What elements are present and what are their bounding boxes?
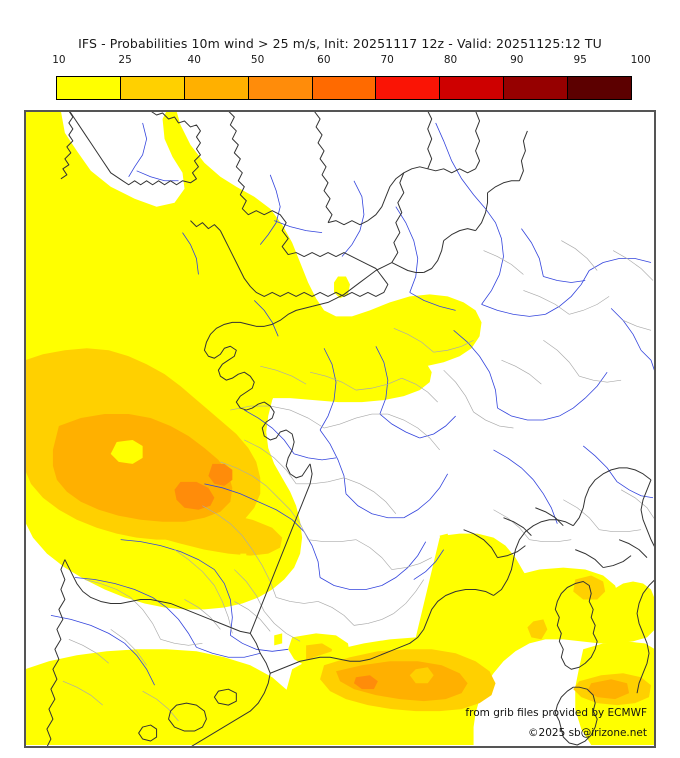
coastline-portugal <box>46 559 66 747</box>
rivers-layer <box>50 122 655 686</box>
coastline-france-channel <box>311 262 393 307</box>
coastline-ibiza <box>138 724 158 742</box>
colorbar-band-10-25 <box>57 77 121 99</box>
prob-band-orange-biscay-max <box>174 481 215 510</box>
coastline-gulf-lion <box>270 588 494 674</box>
prob-band-yellow-balearic <box>25 649 299 746</box>
map-border <box>25 111 655 747</box>
colorbar-tick-25: 25 <box>118 54 132 66</box>
prob-dot-yellow-b <box>274 633 283 646</box>
colorbar-band-25-40 <box>120 77 185 99</box>
colorbar-tick-40: 40 <box>187 54 201 66</box>
coastline-netherlands <box>427 168 476 174</box>
coastline-ireland <box>68 111 201 186</box>
coastline-corsica <box>554 581 598 670</box>
prob-dot-yellow-a <box>240 553 247 568</box>
attribution-copyright: ©2025 sb@irizone.net <box>528 727 647 739</box>
prob-band-orange-gulf-lion-max <box>353 675 378 690</box>
colorbar-swatches <box>56 76 632 100</box>
coastline-menorca <box>213 688 237 706</box>
prob-band-yellow-channel <box>200 342 432 423</box>
coastline-sardinia <box>554 686 598 746</box>
coastline-biscay-france <box>249 463 313 634</box>
colorbar-tick-90: 90 <box>510 54 524 66</box>
colorbar-band-90-95 <box>504 77 569 99</box>
coastline-great-britain <box>219 111 389 297</box>
colorbar-band-60-70 <box>312 77 377 99</box>
colorbar-band-95-100 <box>568 77 632 99</box>
colorbar-tick-labels: 10 25 40 50 60 70 80 90 95 100 <box>52 54 650 70</box>
prob-band-orange-biscay-max2 <box>208 463 233 486</box>
page-title: IFS - Probabilities 10m wind > 25 m/s, I… <box>78 36 602 51</box>
colorbar-band-50-60 <box>248 77 313 99</box>
map-canvas <box>25 111 655 747</box>
coastline-brittany <box>203 305 313 479</box>
colorbar-band-80-90 <box>440 77 505 99</box>
prob-pocket-yellow-biscay <box>110 439 143 464</box>
colorbar-tick-10: 10 <box>52 54 66 66</box>
colorbar-tick-100: 100 <box>630 54 651 66</box>
admin-borders-layer <box>62 240 655 722</box>
colorbar-band-70-80 <box>376 77 441 99</box>
colorbar-tick-70: 70 <box>380 54 394 66</box>
attribution-source: from grib files provided by ECMWF <box>465 707 647 719</box>
colorbar-band-40-50 <box>184 77 249 99</box>
colorbar-legend: 10 25 40 50 60 70 80 90 95 100 <box>52 54 651 100</box>
probability-shading-layer <box>25 111 655 746</box>
forecast-map[interactable]: from grib files provided by ECMWF ©2025 … <box>24 110 656 748</box>
colorbar-tick-95: 95 <box>573 54 587 66</box>
prob-band-amber-gulf-lion <box>336 661 468 702</box>
coastlines-layer <box>46 111 655 747</box>
colorbar-tick-60: 60 <box>317 54 331 66</box>
prob-band-amber-bonifacio <box>587 679 630 700</box>
colorbar-tick-50: 50 <box>250 54 265 66</box>
coastline-mallorca <box>168 702 207 732</box>
prob-band-gold-corsica-west <box>527 619 548 640</box>
coastline-spain-north <box>64 559 251 634</box>
colorbar-tick-80: 80 <box>443 54 458 66</box>
prob-pocket-yellow-gulf-lion <box>409 667 434 684</box>
